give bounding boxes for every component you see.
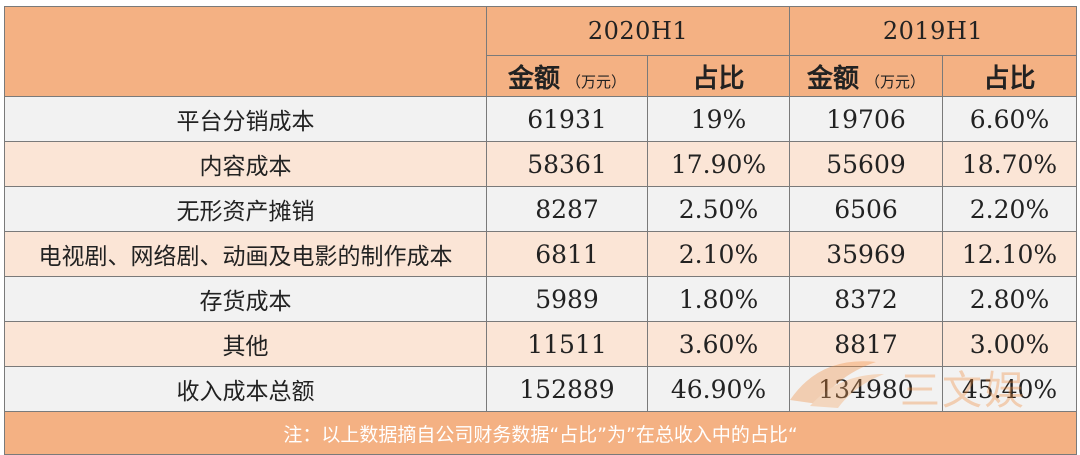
col-ratio-label: 占比 [983, 63, 1036, 94]
header-blank-cell [4, 6, 487, 97]
note-row: 注：以上数据摘自公司财务数据“占比”为”在总收入中的占比“ [4, 411, 1077, 455]
row-label: 电视剧、网络剧、动画及电影的制作成本 [4, 231, 487, 277]
ratio-2019: 3.00% [942, 321, 1077, 367]
amount-2019: 8372 [789, 276, 943, 322]
col-amount-label: 金额 [806, 63, 859, 94]
ratio-2020: 2.50% [647, 186, 790, 232]
amount-2019: 19706 [789, 96, 943, 142]
ratio-2019: 6.60% [942, 96, 1077, 142]
amount-2019: 134980 [789, 366, 943, 412]
table-row: 电视剧、网络剧、动画及电影的制作成本 6811 2.10% 35969 12.1… [4, 231, 1077, 277]
col-amount-2020: 金额 （万元） [486, 55, 648, 97]
ratio-2019: 18.70% [942, 141, 1077, 187]
header-row-periods: 2020H1 2019H1 [4, 6, 1077, 97]
cost-table: 2020H1 2019H1 金额 （万元） 占比 金额 （万元） 占比 平台分销成本… [4, 6, 1077, 455]
ratio-2020: 2.10% [647, 231, 790, 277]
ratio-2019: 2.20% [942, 186, 1077, 232]
row-label: 平台分销成本 [4, 96, 487, 142]
amount-2019: 55609 [789, 141, 943, 187]
amount-2020: 6811 [486, 231, 648, 277]
amount-2020: 8287 [486, 186, 648, 232]
table-row-total: 收入成本总额 152889 46.90% 134980 45.40% [4, 366, 1077, 412]
col-unit-label: （万元） [865, 72, 926, 91]
row-label: 存货成本 [4, 276, 487, 322]
col-unit-label: （万元） [566, 72, 627, 91]
period-2019h1: 2019H1 [789, 6, 1077, 56]
table-row: 内容成本 58361 17.90% 55609 18.70% [4, 141, 1077, 187]
table-row: 无形资产摊销 8287 2.50% 6506 2.20% [4, 186, 1077, 232]
row-label: 无形资产摊销 [4, 186, 487, 232]
ratio-2019: 2.80% [942, 276, 1077, 322]
col-ratio-2020: 占比 [647, 55, 790, 97]
ratio-2020: 46.90% [647, 366, 790, 412]
amount-2020: 11511 [486, 321, 648, 367]
amount-2020: 5989 [486, 276, 648, 322]
amount-2019: 8817 [789, 321, 943, 367]
amount-2019: 6506 [789, 186, 943, 232]
header-row-columns: 金额 （万元） 占比 金额 （万元） 占比 [5, 55, 1077, 97]
row-label: 内容成本 [4, 141, 487, 187]
table-row: 其他 11511 3.60% 8817 3.00% [4, 321, 1077, 367]
amount-2020: 61931 [486, 96, 648, 142]
ratio-2020: 1.80% [647, 276, 790, 322]
table-row: 存货成本 5989 1.80% 8372 2.80% [4, 276, 1077, 322]
amount-2020: 58361 [486, 141, 648, 187]
row-label: 其他 [4, 321, 487, 367]
ratio-2019: 45.40% [942, 366, 1077, 412]
row-label: 收入成本总额 [4, 366, 487, 412]
table-row: 平台分销成本 61931 19% 19706 6.60% [4, 96, 1077, 142]
amount-2019: 35969 [789, 231, 943, 277]
period-2020h1: 2020H1 [486, 6, 790, 56]
ratio-2019: 12.10% [942, 231, 1077, 277]
col-amount-label: 金额 [507, 63, 560, 94]
col-amount-2019: 金额 （万元） [789, 55, 943, 97]
ratio-2020: 3.60% [647, 321, 790, 367]
ratio-2020: 17.90% [647, 141, 790, 187]
col-ratio-label: 占比 [692, 63, 745, 94]
amount-2020: 152889 [486, 366, 648, 412]
col-ratio-2019: 占比 [942, 55, 1077, 97]
table-note: 注：以上数据摘自公司财务数据“占比”为”在总收入中的占比“ [4, 411, 1077, 455]
ratio-2020: 19% [647, 96, 790, 142]
